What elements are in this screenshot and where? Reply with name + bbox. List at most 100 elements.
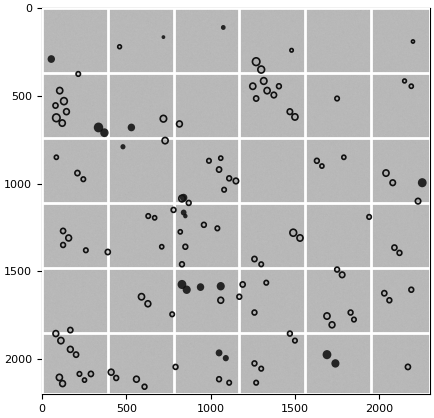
Circle shape (367, 215, 372, 219)
Circle shape (290, 48, 293, 52)
Circle shape (382, 291, 387, 296)
Circle shape (217, 282, 225, 291)
Circle shape (61, 242, 66, 247)
Circle shape (82, 378, 86, 382)
Circle shape (94, 122, 103, 133)
Circle shape (54, 155, 58, 159)
Circle shape (252, 361, 257, 366)
Circle shape (146, 214, 151, 218)
Circle shape (418, 178, 427, 187)
Circle shape (128, 124, 135, 131)
Circle shape (81, 177, 85, 181)
Circle shape (58, 337, 64, 344)
Circle shape (138, 293, 145, 300)
Circle shape (183, 244, 187, 249)
Circle shape (114, 375, 118, 380)
Circle shape (221, 25, 226, 30)
Circle shape (161, 35, 165, 39)
Circle shape (387, 298, 392, 303)
Circle shape (89, 371, 93, 377)
Circle shape (240, 282, 245, 287)
Circle shape (352, 317, 356, 322)
Circle shape (160, 245, 164, 249)
Circle shape (392, 245, 397, 250)
Circle shape (233, 178, 239, 184)
Circle shape (258, 66, 265, 73)
Circle shape (171, 207, 176, 212)
Circle shape (207, 158, 211, 163)
Circle shape (329, 322, 335, 328)
Circle shape (222, 187, 226, 192)
Circle shape (216, 349, 223, 357)
Circle shape (217, 377, 221, 382)
Circle shape (409, 287, 414, 292)
Circle shape (252, 256, 257, 262)
Circle shape (153, 216, 157, 220)
Circle shape (108, 369, 114, 375)
Circle shape (315, 158, 319, 163)
Circle shape (415, 198, 421, 204)
Circle shape (383, 170, 389, 176)
Circle shape (260, 78, 267, 84)
Circle shape (292, 114, 298, 120)
Circle shape (53, 103, 58, 108)
Circle shape (219, 156, 223, 160)
Circle shape (180, 262, 184, 267)
Circle shape (218, 297, 224, 303)
Circle shape (67, 347, 73, 352)
Circle shape (342, 155, 346, 159)
Circle shape (405, 364, 411, 370)
Circle shape (53, 114, 60, 122)
Circle shape (60, 381, 66, 387)
Circle shape (181, 209, 187, 216)
Circle shape (77, 372, 82, 376)
Circle shape (253, 58, 260, 66)
Circle shape (297, 235, 303, 241)
Circle shape (61, 228, 66, 234)
Circle shape (170, 312, 174, 316)
Circle shape (264, 87, 270, 94)
Circle shape (105, 250, 110, 255)
Circle shape (271, 92, 276, 98)
Circle shape (178, 230, 182, 234)
Circle shape (178, 280, 186, 289)
Circle shape (173, 364, 178, 370)
Circle shape (287, 109, 293, 115)
Circle shape (335, 96, 339, 101)
Circle shape (259, 262, 263, 267)
Circle shape (76, 71, 80, 76)
Circle shape (324, 313, 330, 319)
Circle shape (61, 98, 67, 104)
Circle shape (237, 294, 242, 299)
Circle shape (145, 301, 151, 307)
Circle shape (339, 272, 345, 278)
Circle shape (264, 280, 269, 285)
Circle shape (177, 121, 182, 127)
Circle shape (223, 355, 229, 361)
Circle shape (252, 310, 257, 315)
Circle shape (322, 350, 332, 359)
Circle shape (217, 167, 222, 172)
Circle shape (287, 331, 292, 336)
Circle shape (134, 376, 139, 382)
Circle shape (320, 164, 324, 168)
Circle shape (59, 120, 65, 126)
Circle shape (53, 331, 59, 336)
Circle shape (180, 194, 187, 201)
Circle shape (84, 248, 88, 252)
Circle shape (120, 144, 125, 149)
Circle shape (250, 83, 256, 89)
Circle shape (75, 171, 80, 176)
Circle shape (397, 250, 402, 255)
Circle shape (57, 87, 63, 94)
Circle shape (293, 338, 297, 343)
Circle shape (118, 45, 122, 48)
Circle shape (160, 115, 167, 122)
Circle shape (403, 79, 406, 83)
Circle shape (66, 235, 72, 241)
Circle shape (197, 283, 204, 291)
Circle shape (183, 285, 191, 294)
Circle shape (56, 374, 62, 381)
Circle shape (409, 84, 413, 88)
Circle shape (332, 359, 339, 367)
